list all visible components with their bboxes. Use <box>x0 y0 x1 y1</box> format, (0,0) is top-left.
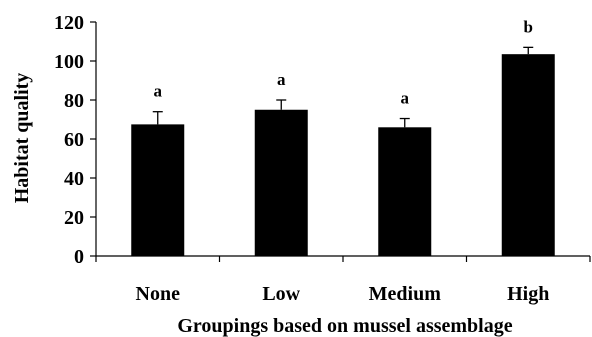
bars: a a a b <box>131 17 555 256</box>
x-category-label: None <box>136 283 181 305</box>
y-tick-label: 40 <box>64 168 84 190</box>
y-tick-label: 120 <box>54 12 84 34</box>
significance-label: b <box>524 17 533 36</box>
bar-medium <box>378 127 432 256</box>
bar-high <box>501 54 555 256</box>
significance-label: a <box>154 82 163 101</box>
x-axis: None Low Medium High <box>95 255 591 305</box>
bar-low <box>254 109 308 256</box>
y-tick-label: 80 <box>64 90 84 112</box>
y-tick-label: 20 <box>64 207 84 229</box>
significance-label: a <box>401 89 410 108</box>
x-axis-title: Groupings based on mussel assemblage <box>177 315 512 337</box>
x-category-label: Medium <box>369 283 442 305</box>
y-tick-label: 0 <box>74 246 84 268</box>
y-axis: 0 20 40 60 80 100 120 <box>54 12 97 268</box>
y-tick-label: 60 <box>64 129 84 151</box>
y-axis-title: Habitat quality <box>11 73 33 204</box>
x-category-label: High <box>507 283 549 305</box>
bar-none <box>131 124 185 256</box>
significance-label: a <box>277 70 286 89</box>
y-tick-label: 100 <box>54 51 84 73</box>
x-category-label: Low <box>262 283 300 305</box>
